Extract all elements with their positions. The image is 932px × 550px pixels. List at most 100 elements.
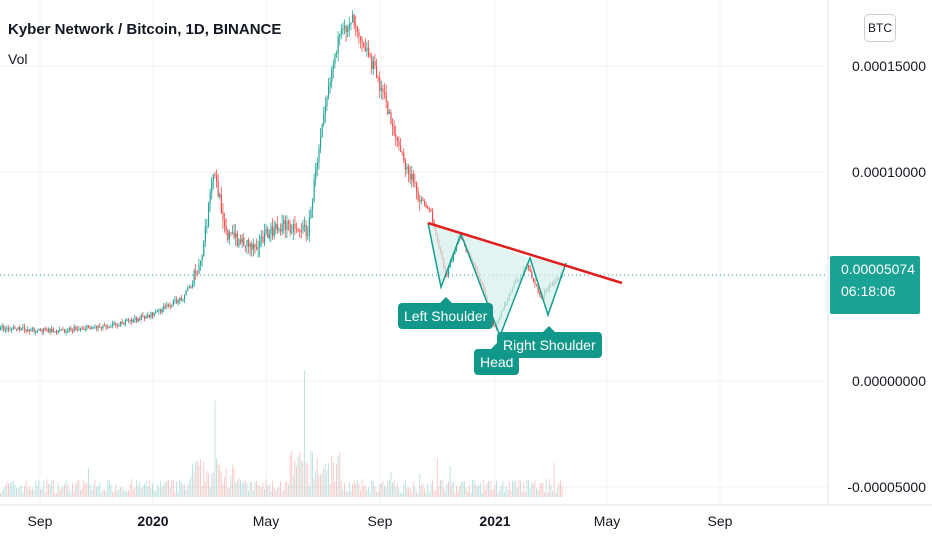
- candle-body: [195, 270, 197, 273]
- volume-bar: [521, 491, 523, 497]
- volume-bar: [456, 485, 457, 497]
- candle-body: [1, 326, 3, 328]
- volume-indicator-label[interactable]: Vol: [8, 51, 28, 67]
- candle-body: [102, 325, 104, 329]
- volume-bar: [433, 490, 435, 497]
- volume-bar: [329, 484, 331, 497]
- volume-bar: [406, 487, 408, 497]
- candle-body: [73, 326, 75, 331]
- candle-body: [177, 300, 179, 303]
- volume-bar: [44, 491, 46, 497]
- volume-bar: [244, 479, 246, 497]
- x-tick-label: May: [593, 513, 621, 529]
- volume-bar: [97, 485, 99, 497]
- candle-body: [395, 134, 397, 137]
- volume-bar: [294, 460, 296, 497]
- volume-bar: [24, 485, 25, 497]
- volume-bar: [539, 483, 541, 497]
- candle-body: [56, 331, 58, 333]
- y-tick-label: -0.00005000: [847, 479, 926, 495]
- candle-body: [158, 309, 160, 311]
- candle-body: [537, 285, 539, 292]
- candle-body: [294, 224, 296, 229]
- candle-body: [404, 160, 406, 170]
- volume-bar: [224, 477, 225, 497]
- candle-body: [88, 325, 90, 328]
- candle-body: [278, 229, 280, 231]
- volume-bar: [137, 486, 139, 497]
- candle-body: [136, 317, 138, 322]
- volume-bar: [336, 463, 337, 497]
- volume-bar: [235, 482, 237, 497]
- volume-bar: [220, 471, 222, 497]
- candle-body: [115, 323, 117, 325]
- volume-bar: [3, 488, 5, 497]
- volume-bar: [131, 479, 133, 497]
- volume-bar: [452, 482, 454, 497]
- candle-body: [72, 330, 74, 332]
- volume-bar: [484, 490, 486, 497]
- volume-bar: [545, 479, 547, 497]
- candle-body: [361, 40, 363, 43]
- candle-body: [532, 277, 534, 282]
- candle-body: [113, 323, 115, 324]
- volume-bar: [132, 488, 134, 497]
- candle-body: [129, 319, 131, 321]
- volume-bar: [102, 490, 104, 497]
- volume-bar: [216, 458, 217, 497]
- volume-bar: [14, 484, 16, 497]
- volume-bar: [33, 489, 35, 497]
- volume-bar: [385, 487, 387, 497]
- candle-body: [296, 228, 298, 230]
- volume-bar: [350, 490, 352, 497]
- volume-bar: [552, 490, 553, 497]
- volume-bar: [454, 492, 456, 497]
- volume-bar: [400, 492, 401, 497]
- volume-bar: [393, 480, 395, 497]
- volume-bar: [124, 490, 126, 497]
- volume-bar: [136, 480, 137, 497]
- volume-bar: [348, 482, 350, 497]
- volume-bar: [470, 492, 472, 497]
- candle-body: [17, 327, 19, 330]
- volume-bar: [28, 485, 30, 497]
- currency-badge[interactable]: BTC: [864, 14, 896, 42]
- volume-bar: [353, 480, 355, 497]
- left-shoulder-label[interactable]: Left Shoulder: [398, 303, 494, 329]
- volume-bar: [534, 480, 536, 497]
- candle-body: [116, 324, 118, 326]
- volume-bar: [321, 473, 323, 497]
- volume-bar: [60, 487, 62, 497]
- volume-bar: [297, 457, 299, 497]
- candle-body: [353, 14, 355, 26]
- candle-body: [164, 306, 166, 308]
- candle-body: [417, 191, 419, 200]
- volume-bar: [123, 489, 125, 497]
- candle-body: [94, 326, 96, 328]
- volume-bar: [480, 482, 481, 497]
- volume-bar: [32, 488, 33, 497]
- volume-bar: [153, 490, 155, 497]
- volume-bar: [84, 484, 86, 497]
- volume-bar: [278, 487, 280, 497]
- candle-body: [427, 207, 429, 210]
- candle-body: [326, 96, 328, 107]
- volume-bar: [280, 481, 281, 497]
- candle-body: [422, 199, 424, 202]
- volume-bar: [443, 487, 445, 497]
- volume-bar: [57, 482, 59, 497]
- volume-bar: [491, 490, 493, 497]
- volume-bar: [180, 482, 182, 497]
- volume-bar: [214, 400, 216, 497]
- candle-body: [312, 201, 314, 210]
- candle-body: [14, 327, 16, 329]
- candle-body: [400, 145, 402, 152]
- candle-body: [160, 309, 162, 313]
- candle-body: [193, 270, 195, 285]
- volume-bar: [320, 475, 321, 497]
- volume-bar: [377, 491, 379, 497]
- volume-bar: [286, 480, 288, 497]
- volume-bar: [424, 488, 425, 497]
- right-shoulder-label[interactable]: Right Shoulder: [497, 332, 602, 358]
